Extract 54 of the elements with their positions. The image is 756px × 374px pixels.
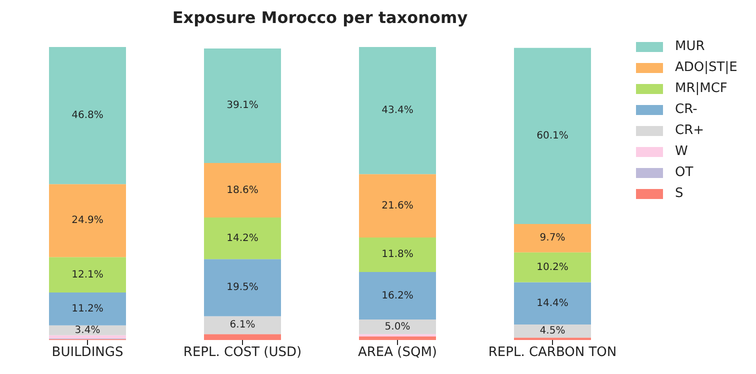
data-label: 14.2% xyxy=(226,232,258,244)
data-label: 19.5% xyxy=(226,282,258,294)
bar xyxy=(204,218,281,260)
bar xyxy=(514,324,591,338)
bar xyxy=(359,319,436,334)
bar xyxy=(359,272,436,320)
x-tick-label: REPL. CARBON TON xyxy=(488,345,617,360)
bar xyxy=(514,224,591,252)
data-label: 10.2% xyxy=(536,262,568,273)
data-label: 11.2% xyxy=(72,303,104,314)
chart-title: Exposure Morocco per taxonomy xyxy=(171,8,469,27)
bar xyxy=(204,259,281,316)
bar xyxy=(204,163,281,218)
data-label: 11.8% xyxy=(382,249,414,260)
data-label: 16.2% xyxy=(382,290,414,302)
data-label: 43.4% xyxy=(382,105,414,116)
data-label: 3.4% xyxy=(74,324,100,336)
x-tick-label: AREA (SQM) xyxy=(358,345,438,360)
bar xyxy=(359,336,436,340)
legend-label: OT xyxy=(675,165,694,180)
data-label: 24.9% xyxy=(72,215,104,226)
bar xyxy=(49,292,126,326)
bar xyxy=(359,174,436,238)
legend-label: CR- xyxy=(675,102,698,117)
x-tick-label: REPL. COST (USD) xyxy=(183,345,302,360)
data-label: 5.0% xyxy=(384,321,410,332)
data-label: 14.4% xyxy=(536,298,568,309)
legend-label: CR+ xyxy=(675,123,704,138)
legend-label: MUR xyxy=(675,39,705,54)
bar xyxy=(49,184,126,258)
bar xyxy=(514,48,591,224)
bar xyxy=(359,47,436,174)
bar xyxy=(49,47,126,184)
legend-label: S xyxy=(675,186,684,201)
data-label: 4.5% xyxy=(540,326,566,337)
x-tick-label: BUILDINGS xyxy=(52,345,124,360)
legend-label: W xyxy=(675,144,688,159)
data-label: 60.1% xyxy=(536,130,568,142)
bar xyxy=(514,252,591,282)
bar xyxy=(204,48,281,164)
data-label: 9.7% xyxy=(540,232,566,244)
data-label: 12.1% xyxy=(72,269,104,280)
bar xyxy=(204,334,281,340)
bar xyxy=(49,257,126,293)
data-label: 6.1% xyxy=(230,320,256,331)
bar xyxy=(514,282,591,324)
legend-label: ADO|ST|E xyxy=(675,60,738,75)
bar xyxy=(204,316,281,334)
data-label: 21.6% xyxy=(382,200,414,212)
data-label: 46.8% xyxy=(72,110,104,122)
data-label: 39.1% xyxy=(226,100,258,112)
bar xyxy=(359,237,436,272)
data-label: 18.6% xyxy=(226,184,258,196)
legend-label: MR|MCF xyxy=(675,81,728,96)
